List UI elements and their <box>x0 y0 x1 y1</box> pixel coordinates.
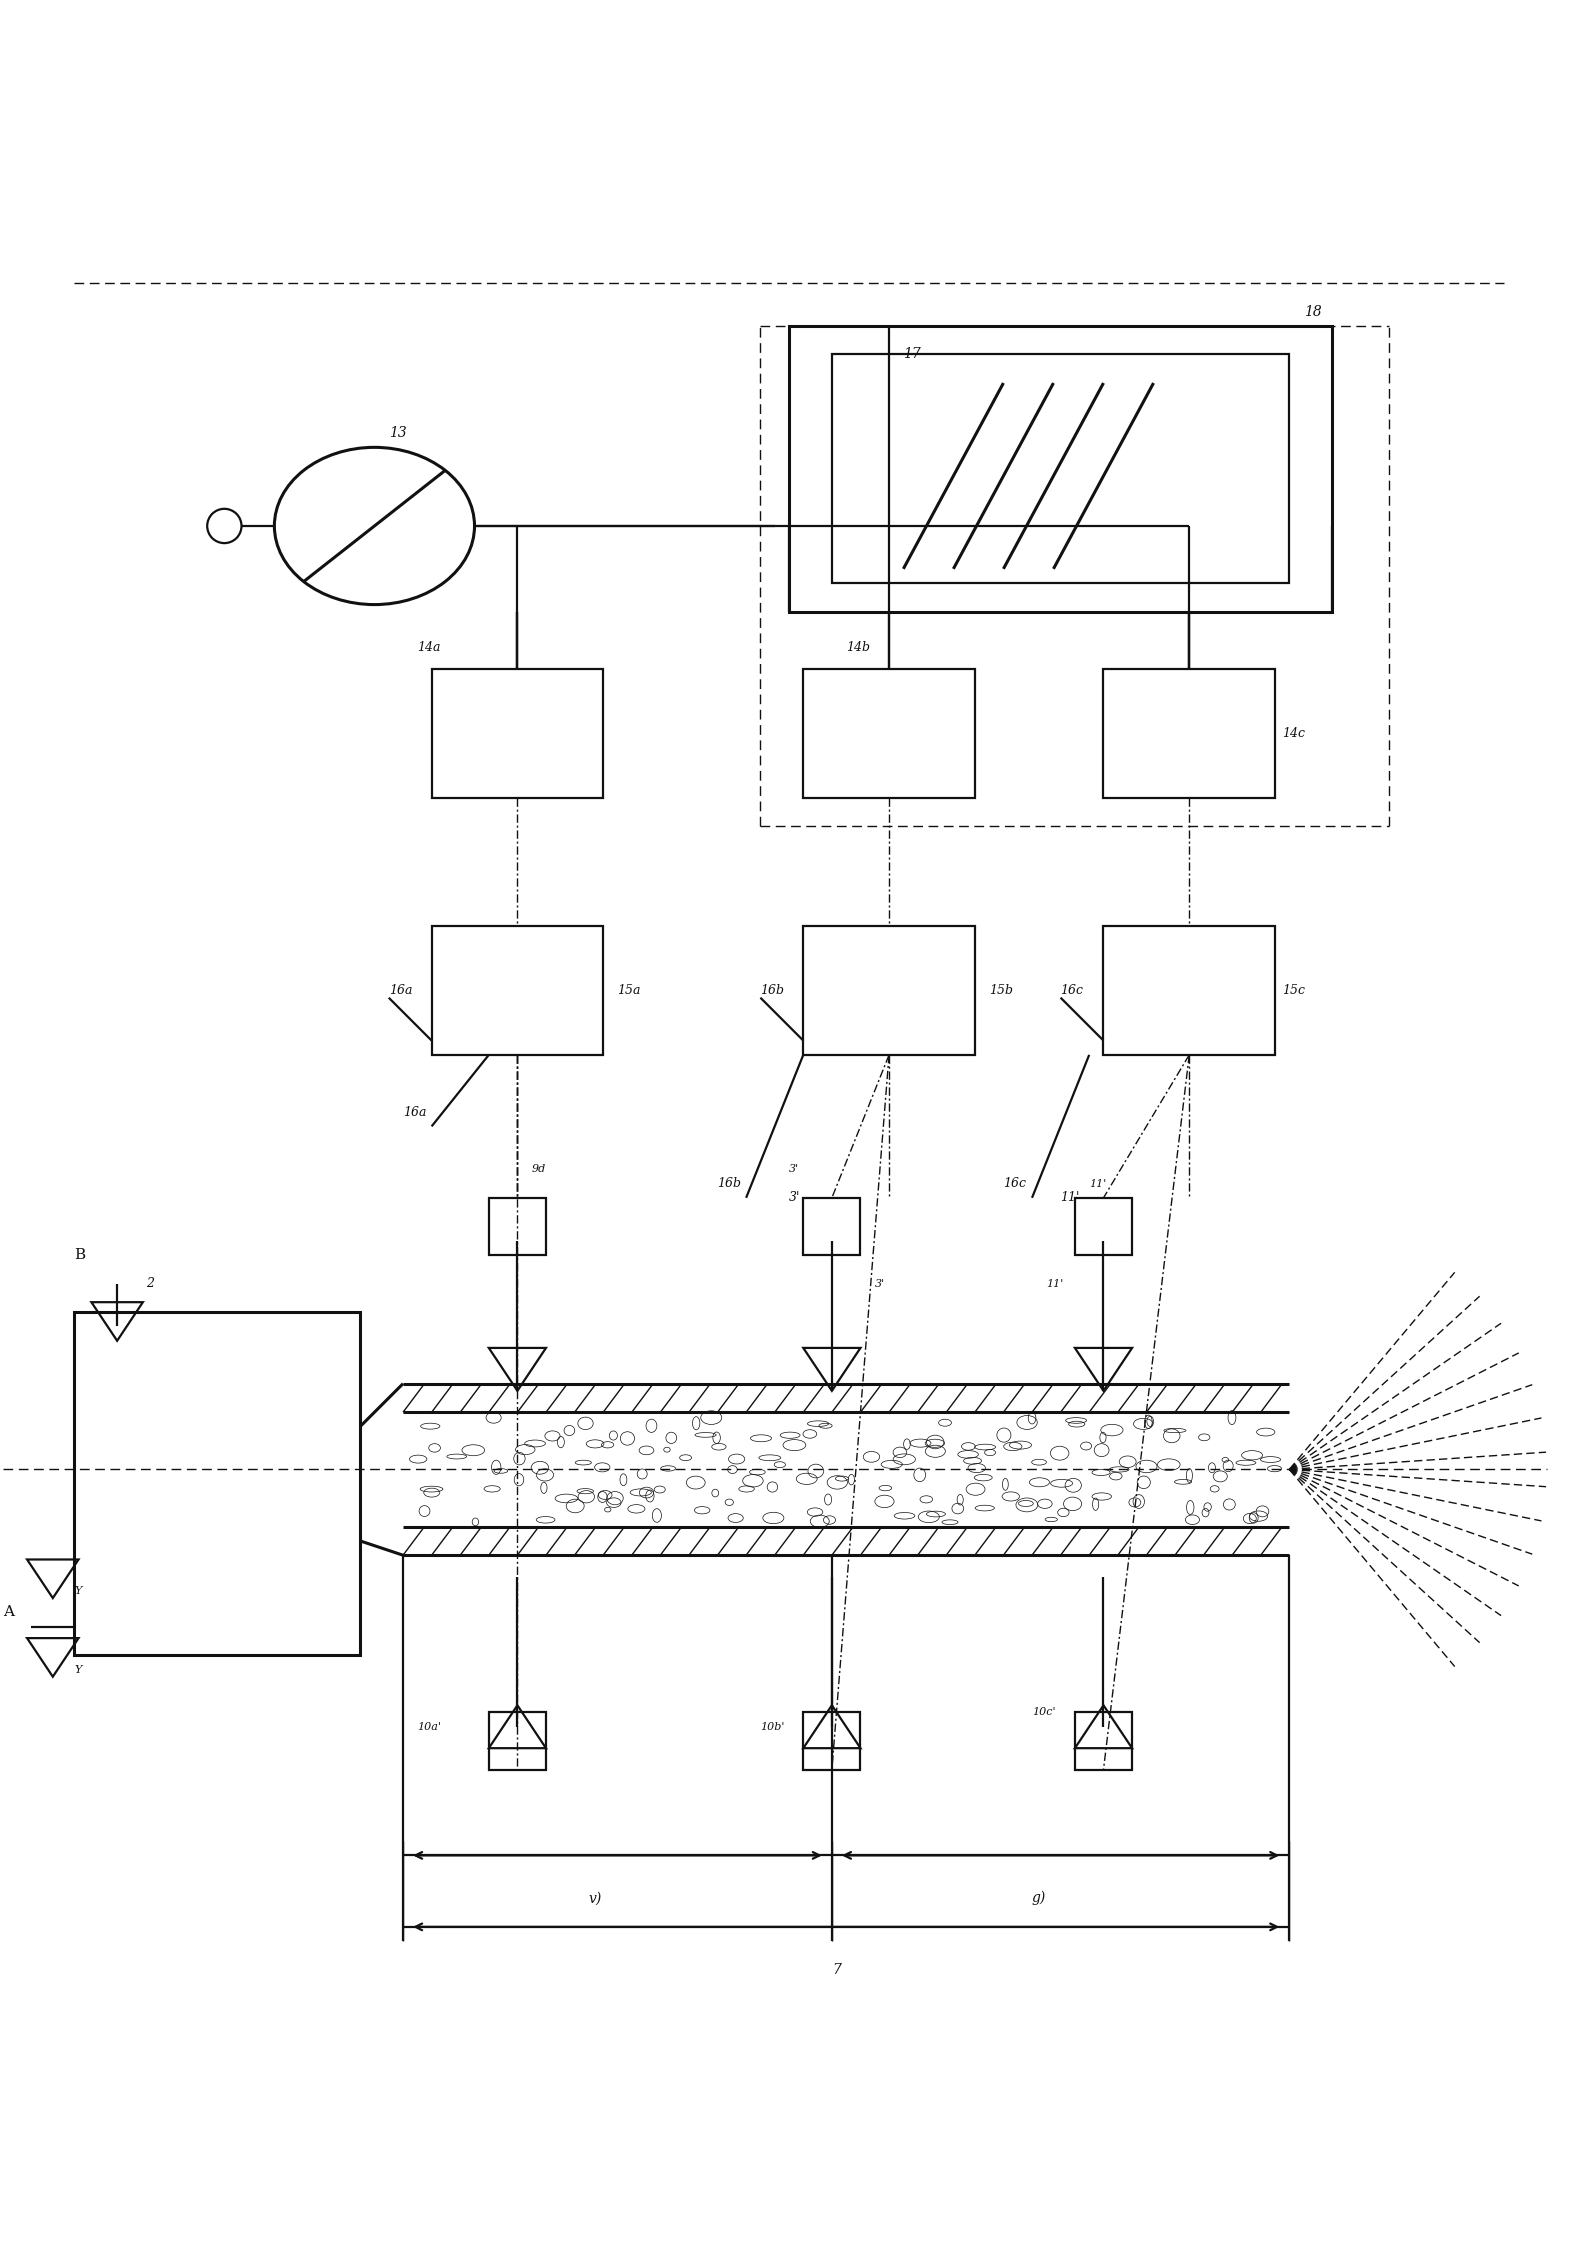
Text: 10c': 10c' <box>1032 1707 1056 1718</box>
Text: 15c: 15c <box>1283 984 1305 997</box>
Text: Y: Y <box>74 1664 82 1675</box>
Text: 13: 13 <box>388 426 407 440</box>
Text: 16b: 16b <box>718 1177 742 1190</box>
Text: 2: 2 <box>145 1276 153 1290</box>
Text: g): g) <box>1032 1891 1046 1907</box>
Text: 3': 3' <box>789 1165 798 1174</box>
Text: v): v) <box>589 1891 603 1904</box>
Text: 18: 18 <box>1303 304 1321 320</box>
Text: 10b': 10b' <box>761 1721 784 1732</box>
Bar <box>1103 927 1275 1054</box>
Bar <box>432 669 603 798</box>
Text: 16c: 16c <box>1060 984 1084 997</box>
Text: 15a: 15a <box>617 984 641 997</box>
Bar <box>803 927 975 1054</box>
Text: 11': 11' <box>1089 1179 1106 1188</box>
Text: 10a': 10a' <box>417 1721 442 1732</box>
Bar <box>832 354 1289 583</box>
Bar <box>803 1197 860 1256</box>
Text: 16b: 16b <box>761 984 784 997</box>
Text: 11': 11' <box>1046 1279 1064 1288</box>
Bar <box>789 326 1332 612</box>
Bar <box>803 669 975 798</box>
Text: 9d: 9d <box>532 1165 546 1174</box>
Text: 16a: 16a <box>402 1106 426 1118</box>
Text: 16c: 16c <box>1004 1177 1026 1190</box>
Text: 16a: 16a <box>388 984 412 997</box>
Bar <box>803 1712 860 1771</box>
Text: 3': 3' <box>874 1279 885 1288</box>
Text: 14b: 14b <box>846 642 869 653</box>
Bar <box>1075 1712 1131 1771</box>
Text: Y: Y <box>74 1587 82 1596</box>
Text: 17: 17 <box>903 347 922 360</box>
Text: A: A <box>3 1605 14 1619</box>
Bar <box>489 1197 546 1256</box>
Text: 14c: 14c <box>1283 728 1305 739</box>
Text: B: B <box>74 1249 85 1263</box>
Bar <box>1103 669 1275 798</box>
Text: 14a: 14a <box>417 642 440 653</box>
Text: 11': 11' <box>1060 1192 1079 1204</box>
Bar <box>1075 1197 1131 1256</box>
Text: 15b: 15b <box>989 984 1013 997</box>
Text: 3': 3' <box>789 1192 800 1204</box>
Bar <box>74 1313 360 1655</box>
Text: 7: 7 <box>832 1963 841 1977</box>
Bar <box>489 1712 546 1771</box>
Bar <box>432 927 603 1054</box>
